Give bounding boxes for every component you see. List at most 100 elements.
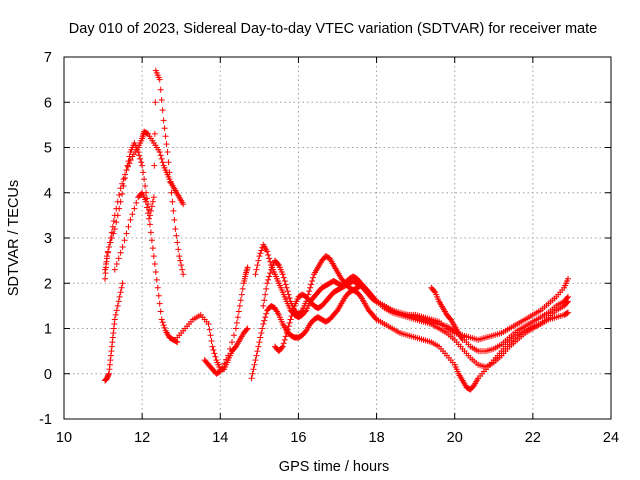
data-point	[279, 271, 286, 278]
data-point	[150, 253, 157, 260]
data-point	[235, 308, 242, 315]
data-point	[113, 219, 120, 226]
data-point	[124, 162, 131, 169]
data-point	[152, 268, 159, 275]
data-point	[162, 133, 169, 140]
data-point	[565, 275, 572, 282]
data-point	[119, 280, 126, 287]
data-point	[131, 205, 138, 212]
data-point	[160, 322, 167, 329]
data-point	[156, 76, 163, 83]
data-point	[152, 99, 159, 106]
data-point	[135, 149, 142, 156]
data-point	[157, 152, 164, 159]
data-point	[308, 281, 315, 288]
data-point	[207, 332, 214, 339]
data-point	[232, 325, 239, 332]
data-point	[102, 275, 109, 282]
data-point	[178, 262, 185, 269]
data-point	[261, 317, 268, 324]
data-point	[126, 153, 133, 160]
data-point	[145, 215, 152, 222]
data-point	[431, 288, 438, 295]
data-point	[166, 169, 173, 176]
data-point	[120, 176, 127, 183]
data-point	[144, 204, 151, 211]
data-point	[108, 235, 115, 241]
data-point	[140, 169, 147, 176]
data-point	[286, 319, 293, 326]
data-point	[157, 308, 164, 315]
data-point	[150, 194, 157, 201]
data-point	[145, 210, 152, 217]
data-point	[180, 271, 187, 278]
data-point	[564, 310, 571, 317]
data-point	[267, 258, 274, 265]
data-point	[261, 297, 268, 304]
data-point	[289, 309, 296, 316]
data-point	[278, 344, 285, 351]
data-point	[310, 274, 317, 281]
data-point	[236, 302, 243, 309]
x-axis-label: GPS time / hours	[279, 459, 389, 475]
data-point	[280, 340, 287, 347]
data-point	[158, 96, 165, 103]
data-point	[116, 205, 123, 212]
data-point	[148, 203, 155, 210]
data-point	[107, 239, 114, 246]
data-point	[174, 239, 181, 246]
data-point	[105, 244, 112, 251]
y-axis-label: SDTVAR / TECUs	[6, 180, 22, 296]
data-point	[216, 369, 223, 376]
data-point	[163, 141, 170, 148]
data-point	[177, 257, 184, 264]
data-point	[180, 201, 187, 208]
data-point	[111, 266, 118, 273]
data-point	[281, 277, 288, 284]
data-point	[262, 291, 269, 298]
data-point	[110, 230, 117, 237]
data-point	[164, 149, 171, 156]
data-point	[113, 307, 120, 314]
data-point	[306, 288, 313, 295]
data-point	[264, 280, 271, 287]
data-point	[127, 216, 134, 223]
data-point	[211, 350, 218, 357]
data-point	[114, 302, 121, 309]
data-point	[256, 339, 263, 346]
data-point	[122, 175, 129, 182]
data-point	[251, 361, 258, 368]
data-point	[234, 314, 241, 321]
data-point	[149, 245, 156, 252]
data-point	[256, 253, 263, 260]
data-points	[102, 67, 572, 393]
data-point	[121, 237, 128, 244]
data-point	[288, 313, 295, 320]
data-point	[227, 345, 234, 352]
data-point	[151, 130, 158, 137]
data-point	[151, 162, 158, 169]
data-point	[170, 207, 177, 214]
data-point	[225, 352, 232, 359]
data-point	[244, 264, 251, 271]
data-point	[112, 311, 119, 318]
data-point	[173, 232, 180, 239]
data-point	[117, 198, 124, 205]
data-point	[175, 246, 182, 253]
data-point	[283, 284, 290, 291]
data-point	[284, 288, 291, 295]
data-point	[116, 192, 123, 199]
x-tick-label: 20	[447, 430, 463, 446]
data-point	[260, 320, 267, 327]
data-point	[139, 162, 146, 169]
data-point	[159, 107, 166, 114]
data-point	[287, 316, 294, 323]
data-point	[266, 255, 273, 262]
data-point	[255, 257, 262, 264]
y-tick-label: 3	[44, 231, 52, 247]
data-point	[565, 298, 572, 305]
data-point	[248, 375, 255, 382]
data-point	[143, 198, 150, 205]
data-point	[253, 266, 260, 273]
series-track-d	[102, 280, 126, 384]
